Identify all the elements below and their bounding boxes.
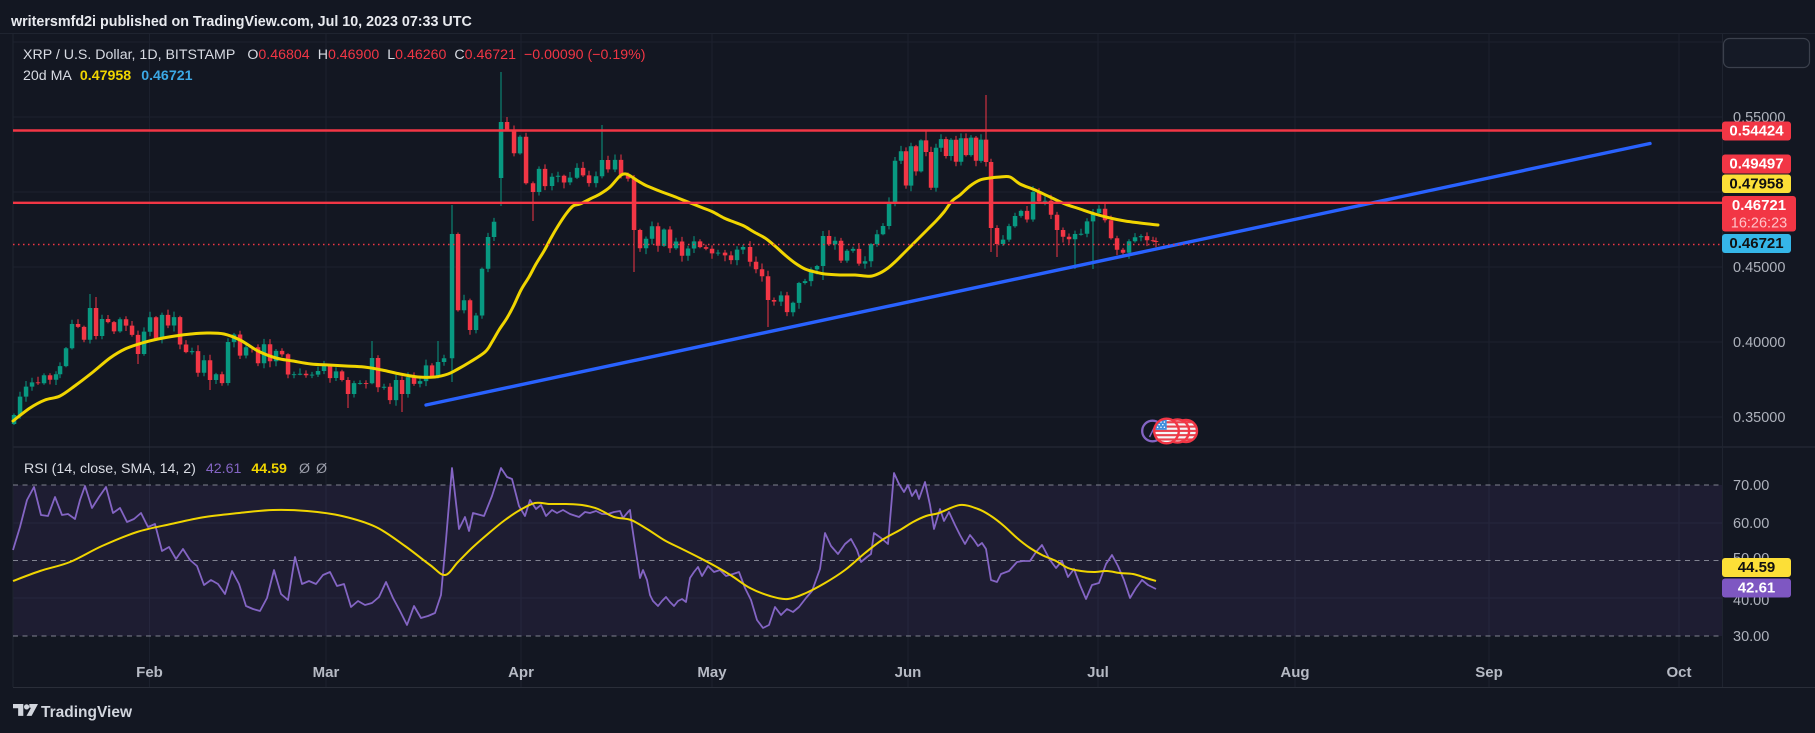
svg-text:TradingView: TradingView: [41, 704, 133, 721]
svg-text:0.47958: 0.47958: [1729, 176, 1783, 193]
svg-text:60.00: 60.00: [1733, 516, 1769, 532]
svg-text:Jun: Jun: [895, 664, 922, 681]
svg-text:44.59: 44.59: [1738, 559, 1776, 576]
svg-text:Mar: Mar: [313, 664, 340, 681]
svg-text:Feb: Feb: [136, 664, 163, 681]
svg-text:Sep: Sep: [1475, 664, 1503, 681]
svg-text:Apr: Apr: [508, 664, 534, 681]
svg-text:30.00: 30.00: [1733, 629, 1769, 645]
svg-text:writersmfd2i published on Trad: writersmfd2i published on TradingView.co…: [10, 14, 472, 30]
svg-text:Jul: Jul: [1087, 664, 1109, 681]
svg-text:42.61: 42.61: [1738, 580, 1776, 597]
svg-text:0.35000: 0.35000: [1733, 410, 1785, 426]
svg-text:0.49497: 0.49497: [1729, 156, 1783, 173]
svg-text:May: May: [697, 664, 727, 681]
svg-text:0.40000: 0.40000: [1733, 335, 1785, 351]
svg-text:16:26:23: 16:26:23: [1731, 216, 1787, 232]
svg-text:RSI (14, close, SMA, 14, 2)42.: RSI (14, close, SMA, 14, 2) 42.61 44.59 Ø Ø: [24, 461, 327, 477]
svg-text:XRP / U.S. Dollar, 1D, BITSTAM: XRP / U.S. Dollar, 1D, BITSTAMP O0.46804 H…: [23, 47, 645, 63]
svg-text:0.46721: 0.46721: [1732, 197, 1786, 214]
svg-text:Aug: Aug: [1280, 664, 1309, 681]
svg-text:0.45000: 0.45000: [1733, 260, 1785, 276]
svg-text:0.46721: 0.46721: [1729, 235, 1783, 252]
svg-text:0.54424: 0.54424: [1729, 123, 1784, 140]
svg-text:Oct: Oct: [1666, 664, 1691, 681]
svg-text:70.00: 70.00: [1733, 478, 1769, 494]
